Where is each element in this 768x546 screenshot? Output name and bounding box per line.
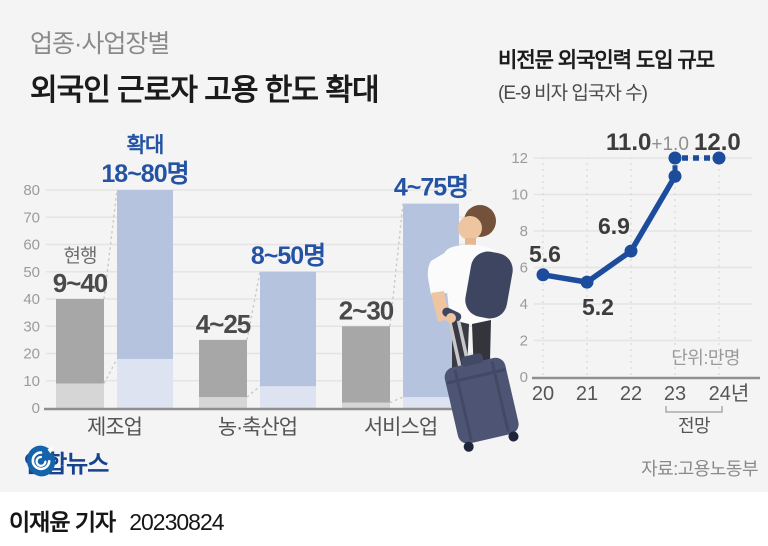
svg-text:70: 70 [23,209,40,226]
svg-text:11.0+1.0: 11.0+1.0 [606,129,689,156]
svg-text:24년: 24년 [709,382,750,405]
svg-text:22: 22 [620,383,642,405]
svg-text:9~40: 9~40 [53,268,108,298]
traveler-head [458,216,482,240]
svg-text:21: 21 [576,383,598,405]
svg-text:4~75명: 4~75명 [394,174,468,202]
svg-text:50: 50 [23,264,40,281]
suitcase [444,353,519,452]
publish-date: 20230824 [129,509,224,535]
svg-text:농·축산업: 농·축산업 [218,416,297,439]
svg-text:확대: 확대 [127,134,164,157]
source-note: 자료:고용노동부 [641,459,758,479]
svg-text:4: 4 [520,296,528,313]
traveler-backpack [465,251,513,319]
reporter-name: 이재윤 기자 [9,509,116,535]
line-chart-subtitle: (E-9 비자 입국자 수) [498,83,648,104]
svg-text:8~50명: 8~50명 [251,242,325,270]
svg-text:18~80명: 18~80명 [101,160,188,188]
svg-text:제조업: 제조업 [87,416,142,439]
svg-text:6.9: 6.9 [598,213,630,239]
svg-text:20: 20 [23,346,40,363]
suitcase-rod [447,316,463,374]
line-chart-title: 비전문 외국인력 도입 규모 [498,49,715,72]
svg-text:4~25: 4~25 [196,309,251,339]
traveler-neck [465,238,476,247]
svg-text:12: 12 [511,150,528,167]
svg-text:40: 40 [23,291,40,308]
svg-text:80: 80 [23,182,40,199]
suitcase-wheel [463,441,474,452]
svg-text:5.2: 5.2 [582,294,614,320]
svg-text:10: 10 [511,187,528,204]
yonhap-logo-icon [26,445,56,477]
byline-area: 이재윤 기자 20230824 [0,492,768,546]
svg-text:0: 0 [32,400,40,417]
page-title: 외국인 근로자 고용 한도 확대 [30,74,380,107]
svg-text:전망: 전망 [678,416,710,436]
svg-text:2: 2 [520,333,528,350]
svg-text:20: 20 [532,383,554,405]
svg-text:2~30: 2~30 [339,295,394,325]
suitcase-wheel [508,431,519,442]
svg-text:단위:만명: 단위:만명 [671,348,740,368]
svg-text:60: 60 [23,237,40,254]
traveler-person [427,205,519,452]
traveler-sleeve [427,252,447,295]
svg-text:6: 6 [520,260,528,277]
page-subtitle: 업종·사업장별 [30,30,170,58]
page-header: 업종·사업장별 외국인 근로자 고용 한도 확대 [30,24,380,109]
svg-text:현행: 현행 [64,245,97,267]
svg-text:12.0: 12.0 [694,129,741,156]
line-chart-header: 비전문 외국인력 도입 규모 (E-9 비자 입국자 수) [498,44,760,105]
svg-text:30: 30 [23,318,40,335]
svg-text:서비스업: 서비스업 [364,416,437,439]
svg-text:23: 23 [664,383,686,405]
traveler-hand [446,313,456,323]
svg-text:8: 8 [520,223,528,240]
svg-text:5.6: 5.6 [529,241,561,267]
svg-text:0: 0 [520,369,528,386]
byline: 이재윤 기자 20230824 [9,503,225,537]
yonhap-logo: 연합뉴스 [24,444,109,479]
svg-text:10: 10 [23,373,40,390]
